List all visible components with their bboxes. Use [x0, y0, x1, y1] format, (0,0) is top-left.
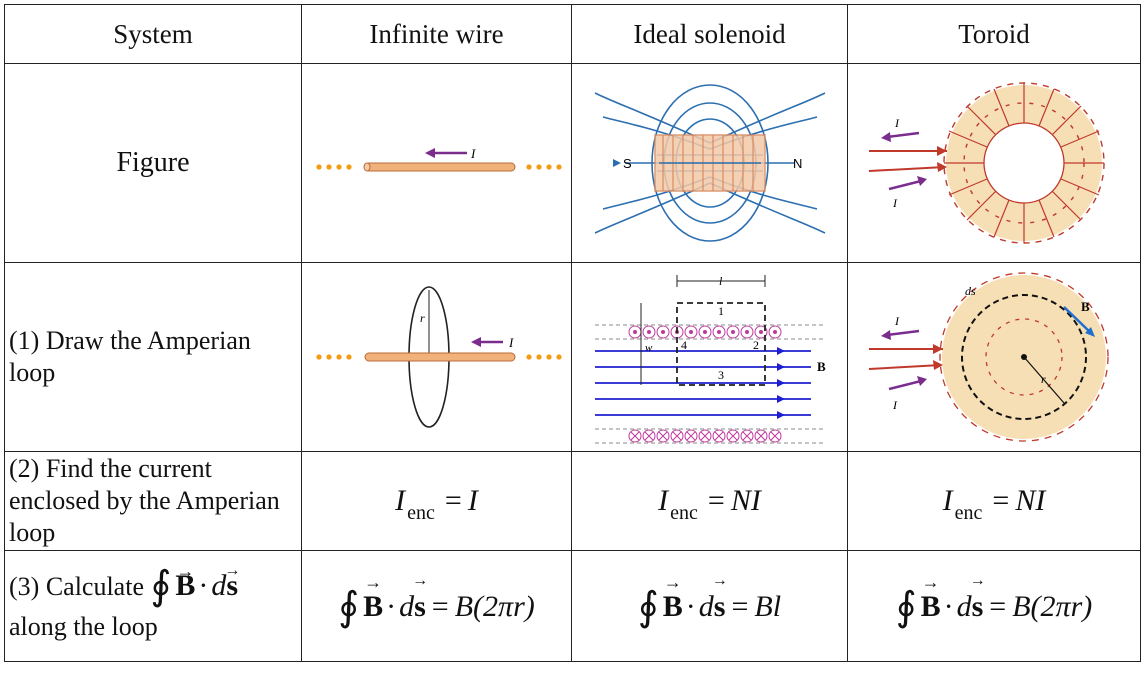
header-system: System: [4, 4, 302, 64]
calculate-label-cell: (3) Calculate ∮B·ds along the loop: [4, 550, 302, 662]
path-2-label: 2: [753, 338, 759, 352]
toroid-line-integral: ∮B·ds=B(2πr): [896, 583, 1092, 630]
enclosed-current-row: (2) Find the current enclosed by the Amp…: [4, 451, 1141, 551]
header-toroid: Toroid: [847, 4, 1141, 64]
figure-label: Figure: [116, 147, 190, 178]
wire-radius-label: r: [420, 311, 425, 325]
toroid-b-label: B: [1081, 299, 1090, 314]
wire-current-label: I: [470, 146, 476, 161]
current-arrow-icon: [424, 148, 467, 158]
coil-dots-top: [628, 325, 781, 339]
loop-label: (1) Draw the Amperian loop: [9, 326, 251, 387]
toroid-loop-current-arrows-icon: [868, 329, 943, 390]
path-4-label: 4: [681, 338, 687, 352]
toroid-figure-cell: I I: [847, 63, 1141, 263]
loop-current-arrow-icon: [470, 337, 503, 347]
south-pole-label: S: [623, 156, 632, 171]
path-3-label: 3: [718, 368, 724, 382]
calculate-row: (3) Calculate ∮B·ds along the loop ∮B·ds…: [4, 550, 1141, 662]
toroid-loop-figure: r B ds I I: [868, 271, 1109, 442]
b-vector-icon: [1063, 305, 1095, 337]
wire-loop-cell: r I: [301, 262, 572, 452]
b-field-label: B: [817, 359, 826, 374]
path-1-label: 1: [718, 304, 724, 318]
b-field-lines: [594, 350, 811, 416]
wire-dots-right: [525, 164, 562, 170]
solenoid-loop-cell: l w 1 2 3 4 B: [571, 262, 848, 452]
loop-current-label: I: [508, 335, 514, 350]
north-pole-label: N: [793, 156, 802, 171]
toroid-loop-cell: r B ds I I: [847, 262, 1141, 452]
wire-figure-cell: I: [301, 63, 572, 263]
infinite-wire-figure: I: [315, 146, 562, 172]
solenoid-calc-cell: ∮B·ds=Bl: [571, 550, 848, 662]
amperes-law-table: System Infinite wire Ideal solenoid Toro…: [4, 4, 1141, 662]
loop-label-cell: (1) Draw the Amperian loop: [4, 262, 302, 452]
header-infinite-wire: Infinite wire: [301, 4, 572, 64]
header-row: System Infinite wire Ideal solenoid Toro…: [4, 4, 1141, 64]
header-ideal-solenoid: Ideal solenoid: [571, 4, 848, 64]
loop-wire-body: [364, 352, 515, 362]
toroid-loop-current-bottom: I: [892, 398, 898, 412]
circular-amperian-loop: [961, 293, 1087, 420]
solenoid-figure-cell: S N: [571, 63, 848, 263]
wire-dots-left: [315, 164, 352, 170]
figure-row: Figure I: [4, 63, 1141, 263]
toroid-current-label-top: I: [894, 116, 900, 130]
wire-loop-figure: r I: [315, 286, 562, 428]
solenoid-line-integral: ∮B·ds=Bl: [638, 583, 781, 630]
toroid-radius-label: r: [1041, 372, 1046, 386]
solenoid-figure: S N: [594, 84, 825, 242]
coil-crosses-bottom: [628, 429, 781, 443]
toroid-current-arrows-icon: [868, 131, 947, 190]
wire-body: [364, 162, 515, 172]
toroid-figure: I I: [868, 81, 1105, 244]
amperian-loop-row: (1) Draw the Amperian loop r I: [4, 262, 1141, 452]
wire-calc-cell: ∮B·ds=B(2πr): [301, 550, 572, 662]
rectangular-amperian-loop: [675, 302, 766, 386]
toroid-current-label-bottom: I: [892, 196, 898, 210]
toroid-windings: [944, 82, 1104, 243]
calculate-label: (3) Calculate ∮B·ds along the loop: [9, 565, 301, 647]
toroid-loop-current-top: I: [894, 314, 900, 328]
enclosed-label: (2) Find the current enclosed by the Amp…: [9, 454, 280, 547]
enclosed-label-cell: (2) Find the current enclosed by the Amp…: [4, 451, 302, 551]
ds-label: ds: [965, 284, 976, 298]
solenoid-width-label: w: [645, 342, 653, 354]
toroid-calc-cell: ∮B·ds=B(2πr): [847, 550, 1141, 662]
solenoid-length-label: l: [719, 274, 723, 288]
wire-line-integral: ∮B·ds=B(2πr): [338, 583, 534, 630]
figure-label-cell: Figure: [4, 63, 302, 263]
solenoid-loop-figure: l w 1 2 3 4 B: [594, 274, 826, 444]
